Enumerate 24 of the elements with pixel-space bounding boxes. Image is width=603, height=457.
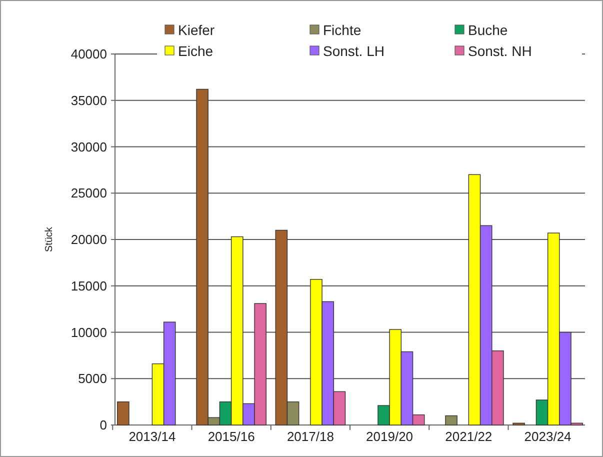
legend-label: Buche [468,22,508,38]
legend-label: Eiche [178,42,214,59]
legend-label: Sonst. LH [323,42,384,59]
y-tick-label: 20000 [70,232,107,248]
x-tick-label: 2013/14 [128,429,176,444]
y-tick-label: 40000 [70,46,107,62]
x-tick-label: 2015/16 [208,429,255,444]
y-tick-label: 35000 [70,92,107,108]
x-tick-label: 2021/22 [445,429,492,444]
y-tick-label: 25000 [70,186,107,201]
y-tick-label: 0 [100,418,107,433]
y-tick-label: 5000 [78,371,107,386]
x-tick-label: 2019/20 [366,429,414,444]
x-tick-label: 2017/18 [286,429,334,444]
y-tick-label: 15000 [70,278,107,294]
bar [117,401,130,426]
legend-label: Sonst. NH [468,42,532,59]
y-axis-title: Stück [44,226,55,252]
bar [445,415,458,426]
y-tick-label: 30000 [70,139,107,154]
legend-label: Kiefer [178,22,215,38]
legend-label: Fichte [323,22,362,38]
x-tick-label: 2023/24 [524,429,572,444]
y-tick-label: 10000 [70,324,107,340]
